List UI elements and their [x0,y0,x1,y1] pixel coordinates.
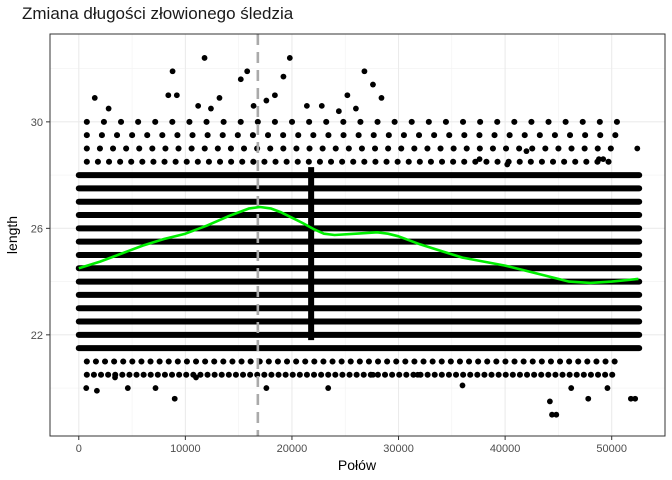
data-point [216,94,223,101]
panel-border [49,33,666,437]
data-point [152,385,159,391]
data-point [83,385,90,391]
data-point [208,105,214,112]
y-tick-label: 22 [31,330,43,342]
data-point [263,97,270,104]
data-point [549,411,555,418]
data-point [325,385,332,391]
x-tick-label: 40000 [490,443,521,455]
data-point [600,156,607,163]
data-point [303,102,310,109]
data-point [171,395,178,402]
data-point [250,102,257,109]
points-layer [75,55,643,418]
data-point [244,68,251,75]
data-point [165,92,172,99]
x-tick-label: 30000 [383,443,414,455]
data-point [195,102,202,109]
data-point [632,395,639,402]
x-tick-label: 20000 [277,443,308,455]
smooth-line-layer [78,205,639,285]
y-tick-label: 30 [31,117,43,129]
chart-title: Zmiana długości złowionego śledzia [22,4,294,23]
x-tick-label: 50000 [596,443,627,455]
data-point [271,92,278,99]
data-point [476,156,483,163]
data-point [201,55,208,61]
data-point [263,385,270,391]
data-point [459,382,466,389]
smooth-line [78,205,639,285]
x-axis: 0 10000 20000 30000 40000 50000 [76,436,627,455]
y-tick-label: 26 [31,223,43,235]
data-point [193,374,199,381]
data-point [414,371,421,378]
data-point [318,102,325,109]
data-point [361,68,368,75]
data-point [91,94,98,101]
data-point [93,387,100,394]
data-point [173,92,180,99]
data-point [634,145,641,152]
data-point [335,108,342,115]
data-point [105,105,112,112]
data-point [169,68,176,75]
x-axis-title: Połów [338,457,377,473]
data-point [280,73,287,80]
data-point [585,395,592,402]
y-axis: 22 26 30 [31,117,50,342]
data-point [124,385,131,391]
data-point [370,371,376,378]
data-point [604,385,611,391]
data-point [344,92,351,99]
data-point [504,161,511,168]
data-point [237,76,244,83]
data-point [627,395,634,402]
data-point [553,411,560,418]
data-point [370,81,376,88]
y-axis-title: length [4,216,20,254]
data-point [546,398,553,405]
data-point [112,374,118,381]
x-tick-label: 0 [76,443,82,455]
data-point [568,385,575,391]
data-point [286,55,293,61]
data-point [596,156,602,163]
data-point [378,94,385,101]
x-tick-label: 10000 [170,443,201,455]
data-point [353,105,359,112]
data-point [523,148,530,155]
